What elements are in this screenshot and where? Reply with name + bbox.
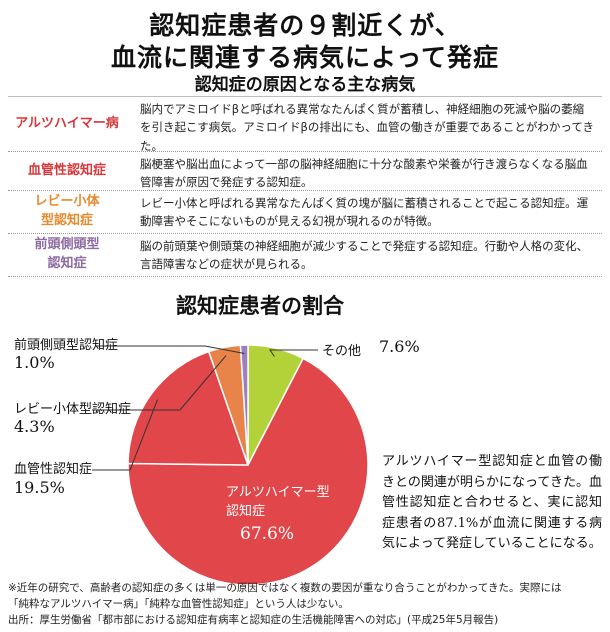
label-lewy: レビー小体型認知症 (14, 402, 132, 417)
table-subtitle: 認知症の原因となる主な病気 (194, 75, 416, 95)
value-other: 7.6% (379, 337, 420, 356)
label-alzheimer-line1: アルツハイマー型 (226, 485, 330, 500)
leader-line-3 (96, 345, 245, 354)
row-description: レビー小体と呼ばれる異常なたんぱく質の塊が脳に蓄積されることで起こる認知症。運動… (140, 196, 589, 229)
label-vascular: 血管性認知症 (14, 462, 93, 477)
page-title-line1: 認知症患者の９割近くが、 (149, 11, 461, 40)
row-description: 脳の前頭葉や側頭葉の神経細胞が減少することで発症する認知症。行動や人格の変化、言… (140, 239, 589, 272)
row-description: 脳内でアミロイドβと呼ばれる異常なたんぱく質が蓄積し、神経細胞の死滅や脳の萎縮を… (140, 102, 594, 153)
row-label: レビー小体型認知症 (34, 194, 100, 228)
table-row-alzheimer: アルツハイマー病 脳内でアミロイドβと呼ばれる異常なたんぱく質が蓄積し、神経細胞… (8, 97, 602, 153)
chart-title: 認知症患者の割合 (176, 294, 344, 318)
row-label: アルツハイマー病 (15, 115, 119, 131)
row-label: 前頭側頭型認知症 (34, 237, 100, 271)
pie-slice-0 (127, 357, 369, 586)
disease-table: アルツハイマー病 脳内でアミロイドβと呼ばれる異常なたんぱく質が蓄積し、神経細胞… (8, 96, 602, 277)
label-ftd: 前頭側頭型認知症 (14, 338, 119, 353)
table-row-ftd: 前頭側頭型認知症 脳の前頭葉や側頭葉の神経細胞が減少することで発症する認知症。行… (8, 234, 602, 277)
value-alzheimer: 67.6% (240, 524, 295, 544)
table-row-lewy: レビー小体型認知症 レビー小体と呼ばれる異常なたんぱく質の塊が脳に蓄積されること… (8, 191, 602, 234)
footnote: ※近年の研究で、高齢者の認知症の多くは単一の原因ではなく複数の要因が重なり合うこ… (8, 581, 608, 628)
leader-line-1 (92, 399, 158, 471)
row-description: 脳梗塞や脳出血によって一部の脳神経細胞に十分な酸素や栄養が行き渡らなくなる脳血管… (140, 157, 588, 190)
leader-line-4 (269, 349, 318, 357)
explanation-note: アルツハイマー型認知症と血管の働きとの関連が明らかになってきた。血管性認知症と合… (382, 454, 602, 552)
label-other: その他 (322, 344, 362, 359)
label-alzheimer-line2: 認知症 (226, 504, 266, 519)
leader-line-2 (92, 355, 227, 411)
value-vascular: 19.5% (14, 478, 65, 497)
table-row-vascular: 血管性認知症 脳梗塞や脳出血によって一部の脳神経細胞に十分な酸素や栄養が行き渡ら… (8, 152, 602, 191)
footnote-line2: 「純粋なアルツハイマー病」「純粋な血管性認知症」という人は少ない。 (8, 597, 349, 610)
page-title-line2: 血流に関連する病気によって発症 (110, 43, 499, 72)
source-line: 出所：厚生労働省「都市部における認知症有病率と認知症の生活機能障害への対応」(平… (8, 613, 499, 626)
pie-slice-3 (239, 344, 249, 466)
row-label: 血管性認知症 (27, 162, 106, 178)
value-lewy: 4.3% (14, 417, 55, 436)
value-ftd: 1.0% (14, 353, 55, 372)
footnote-line1: ※近年の研究で、高齢者の認知症の多くは単一の原因ではなく複数の要因が重なり合うこ… (8, 582, 562, 594)
